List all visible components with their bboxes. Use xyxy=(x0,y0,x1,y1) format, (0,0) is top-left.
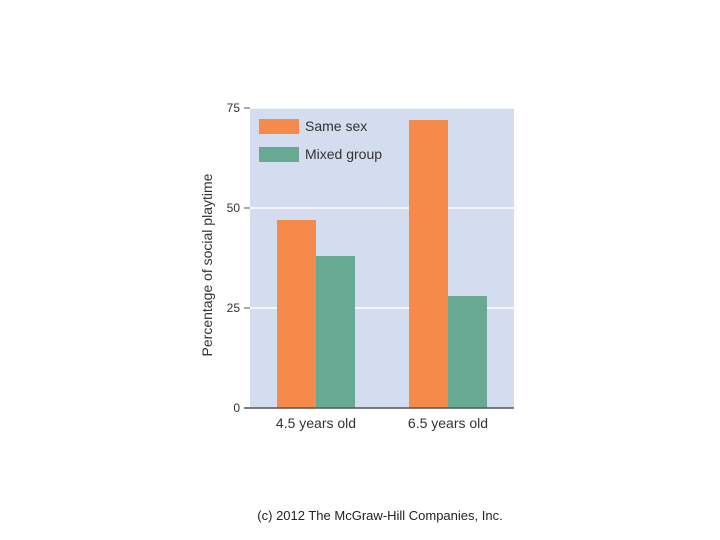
legend: Same sex Mixed group xyxy=(259,118,382,162)
y-axis: 0 25 50 75 xyxy=(227,101,250,415)
y-tick-label: 75 xyxy=(227,101,241,115)
y-tick-label: 50 xyxy=(227,201,241,215)
bar-same-sex-2 xyxy=(409,120,448,408)
bars xyxy=(277,120,487,408)
y-tick-label: 0 xyxy=(233,401,240,415)
legend-swatch xyxy=(259,147,299,162)
legend-label: Mixed group xyxy=(305,146,382,162)
bar-mixed-group-2 xyxy=(448,296,487,408)
bar-mixed-group-1 xyxy=(316,256,355,408)
copyright-notice: (c) 2012 The McGraw-Hill Companies, Inc. xyxy=(257,508,503,523)
y-axis-label: Percentage of social playtime xyxy=(199,173,215,356)
x-tick-label: 6.5 years old xyxy=(408,415,488,431)
x-tick-label: 4.5 years old xyxy=(276,415,356,431)
legend-label: Same sex xyxy=(305,118,367,134)
bar-same-sex-1 xyxy=(277,220,316,408)
x-axis: 4.5 years old 6.5 years old xyxy=(276,415,488,431)
legend-swatch xyxy=(259,119,299,134)
y-tick-label: 25 xyxy=(227,301,241,315)
